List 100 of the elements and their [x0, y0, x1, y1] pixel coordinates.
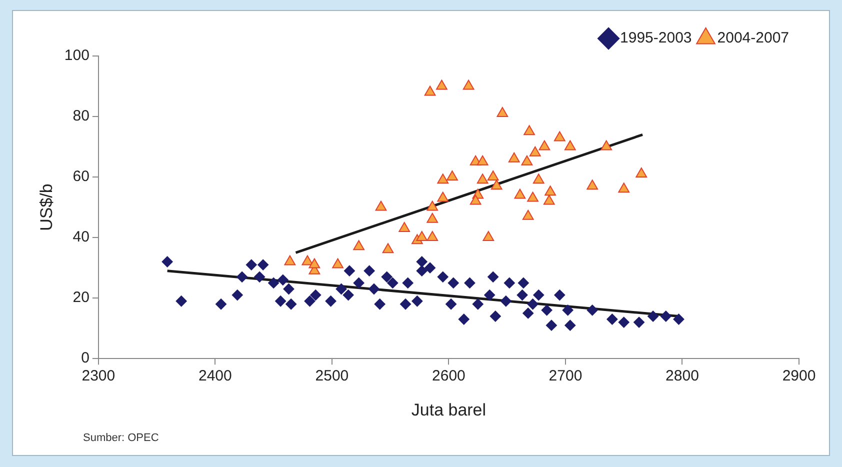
point [660, 310, 672, 322]
point [382, 243, 394, 254]
point [496, 106, 508, 117]
point [364, 265, 375, 276]
point [437, 192, 449, 202]
point [462, 80, 474, 90]
x-tick-label: 2500 [315, 368, 349, 385]
point [648, 310, 659, 322]
point [232, 290, 243, 301]
point [310, 290, 322, 301]
point [522, 210, 534, 220]
y-tick-label: 20 [72, 289, 90, 306]
point [424, 86, 436, 96]
point [527, 192, 538, 202]
point [216, 298, 227, 310]
point [353, 240, 365, 250]
point [286, 298, 297, 310]
point [353, 277, 364, 288]
point [332, 258, 344, 268]
point [532, 174, 544, 184]
point [673, 314, 684, 325]
point [162, 256, 173, 268]
point [514, 188, 526, 199]
point [544, 186, 556, 196]
x-axis-title: Juta barel [411, 400, 486, 420]
point [275, 296, 286, 307]
point [448, 277, 459, 288]
point [527, 298, 538, 310]
point [308, 258, 320, 268]
y-tick-label: 80 [72, 108, 90, 125]
point [529, 146, 541, 156]
point [586, 304, 598, 316]
point [476, 174, 488, 184]
point [554, 131, 566, 142]
point [381, 271, 392, 282]
point [426, 200, 438, 211]
point [400, 298, 412, 310]
point [412, 296, 423, 307]
point [416, 256, 428, 268]
point [342, 290, 354, 301]
point [446, 298, 457, 310]
point [416, 265, 428, 276]
point [437, 174, 449, 184]
point [484, 290, 496, 301]
point [246, 259, 257, 270]
point [522, 308, 534, 319]
point [398, 222, 410, 232]
point [426, 212, 438, 223]
x-tick-label: 2400 [198, 368, 232, 385]
y-tick-label: 60 [72, 168, 90, 186]
point [387, 277, 398, 288]
point [490, 180, 502, 190]
y-tick-label: 0 [81, 350, 90, 367]
point [470, 194, 482, 205]
point [636, 168, 648, 178]
y-tick-label: 100 [64, 47, 90, 64]
point [325, 296, 336, 307]
point [375, 200, 387, 211]
point [368, 284, 380, 294]
legend-label: 1995-2003 [620, 30, 692, 47]
point [402, 277, 414, 288]
point [490, 310, 501, 322]
point [508, 152, 520, 162]
point [504, 277, 515, 288]
point [618, 316, 630, 328]
point [618, 182, 630, 193]
point [600, 140, 612, 150]
point [562, 304, 574, 316]
point [446, 170, 458, 181]
point [634, 316, 645, 328]
point [464, 277, 476, 288]
point [564, 320, 576, 331]
point [500, 296, 512, 307]
point [564, 140, 576, 150]
point [437, 271, 448, 282]
x-tick-label: 2300 [82, 368, 116, 385]
point [488, 271, 499, 282]
point [374, 298, 386, 310]
point [472, 298, 484, 310]
point [302, 255, 314, 266]
y-axis-title: US$/b [36, 184, 56, 231]
point [344, 265, 355, 276]
point [304, 296, 316, 307]
point [424, 262, 436, 274]
point [176, 296, 187, 307]
point [516, 290, 528, 301]
point [426, 231, 438, 242]
point [541, 304, 552, 316]
point [476, 155, 488, 166]
point [336, 284, 347, 294]
point [543, 194, 555, 205]
text: Sumber: OPEC [83, 432, 159, 444]
point [518, 277, 529, 288]
x-tick-label: 2900 [782, 368, 816, 385]
point [521, 155, 533, 166]
x-tick-label: 2800 [666, 368, 699, 385]
point [416, 231, 428, 242]
point [254, 271, 266, 282]
point [487, 170, 499, 181]
point [524, 125, 535, 136]
